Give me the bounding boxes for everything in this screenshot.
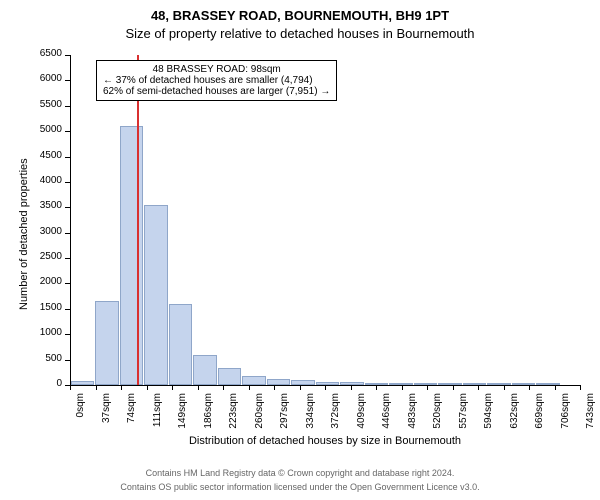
chart-title-line1: 48, BRASSEY ROAD, BOURNEMOUTH, BH9 1PT <box>0 8 600 23</box>
xtick-label: 632sqm <box>509 393 520 443</box>
annotation-line1: 48 BRASSEY ROAD: 98sqm <box>103 64 330 75</box>
histogram-bar <box>95 301 118 385</box>
annotation-line2: ← 37% of detached houses are smaller (4,… <box>103 75 330 86</box>
ytick-label: 3000 <box>0 226 62 237</box>
xtick-mark <box>555 385 556 390</box>
ytick-label: 4500 <box>0 150 62 161</box>
histogram-bar <box>536 383 559 385</box>
xtick-label: 74sqm <box>126 393 137 443</box>
xtick-mark <box>300 385 301 390</box>
annotation-line3: 62% of semi-detached houses are larger (… <box>103 86 330 97</box>
ytick-mark <box>65 157 70 158</box>
x-axis-label: Distribution of detached houses by size … <box>70 435 580 447</box>
xtick-label: 706sqm <box>560 393 571 443</box>
ytick-label: 5000 <box>0 124 62 135</box>
ytick-label: 1000 <box>0 327 62 338</box>
ytick-label: 2000 <box>0 276 62 287</box>
xtick-mark <box>478 385 479 390</box>
ytick-mark <box>65 233 70 234</box>
histogram-bar <box>463 383 486 385</box>
xtick-mark <box>580 385 581 390</box>
ytick-label: 2500 <box>0 251 62 262</box>
histogram-bar <box>487 383 510 385</box>
xtick-mark <box>223 385 224 390</box>
histogram-bar <box>242 376 265 385</box>
xtick-label: 111sqm <box>152 393 163 443</box>
xtick-mark <box>427 385 428 390</box>
xtick-label: 260sqm <box>254 393 265 443</box>
ytick-mark <box>65 55 70 56</box>
plot-area <box>70 55 581 386</box>
annotation-box: 48 BRASSEY ROAD: 98sqm ← 37% of detached… <box>96 60 337 101</box>
ytick-mark <box>65 360 70 361</box>
xtick-label: 149sqm <box>177 393 188 443</box>
xtick-label: 37sqm <box>101 393 112 443</box>
xtick-label: 520sqm <box>432 393 443 443</box>
ytick-label: 0 <box>0 378 62 389</box>
ytick-mark <box>65 309 70 310</box>
histogram-bar <box>144 205 167 385</box>
xtick-label: 372sqm <box>330 393 341 443</box>
xtick-label: 594sqm <box>483 393 494 443</box>
xtick-label: 0sqm <box>75 393 86 443</box>
ytick-label: 6000 <box>0 73 62 84</box>
xtick-mark <box>529 385 530 390</box>
ytick-mark <box>65 182 70 183</box>
histogram-bar <box>291 380 314 385</box>
xtick-mark <box>172 385 173 390</box>
ytick-mark <box>65 207 70 208</box>
histogram-bar <box>316 382 339 385</box>
ytick-label: 1500 <box>0 302 62 313</box>
xtick-label: 223sqm <box>228 393 239 443</box>
xtick-label: 446sqm <box>381 393 392 443</box>
xtick-mark <box>402 385 403 390</box>
footer-line1: Contains HM Land Registry data © Crown c… <box>0 468 600 478</box>
xtick-label: 743sqm <box>585 393 596 443</box>
xtick-mark <box>351 385 352 390</box>
histogram-bar <box>340 382 363 385</box>
xtick-label: 483sqm <box>407 393 418 443</box>
histogram-bar <box>169 304 192 385</box>
ytick-mark <box>65 334 70 335</box>
ytick-label: 4000 <box>0 175 62 186</box>
xtick-mark <box>147 385 148 390</box>
histogram-bar <box>218 368 241 385</box>
histogram-bar <box>438 383 461 385</box>
xtick-mark <box>96 385 97 390</box>
xtick-mark <box>504 385 505 390</box>
ytick-mark <box>65 106 70 107</box>
xtick-label: 297sqm <box>279 393 290 443</box>
xtick-mark <box>70 385 71 390</box>
ytick-mark <box>65 131 70 132</box>
ytick-mark <box>65 258 70 259</box>
ytick-mark <box>65 80 70 81</box>
histogram-bar <box>71 381 94 385</box>
histogram-bar <box>414 383 437 385</box>
xtick-mark <box>325 385 326 390</box>
xtick-mark <box>121 385 122 390</box>
ytick-label: 500 <box>0 353 62 364</box>
xtick-label: 557sqm <box>458 393 469 443</box>
ytick-mark <box>65 283 70 284</box>
xtick-label: 334sqm <box>305 393 316 443</box>
chart-title-line2: Size of property relative to detached ho… <box>0 26 600 41</box>
chart-container: { "title": { "line1": "48, BRASSEY ROAD,… <box>0 0 600 500</box>
ytick-label: 5500 <box>0 99 62 110</box>
xtick-mark <box>376 385 377 390</box>
xtick-label: 186sqm <box>203 393 214 443</box>
property-marker-line <box>137 55 139 385</box>
ytick-label: 6500 <box>0 48 62 59</box>
footer-line2: Contains OS public sector information li… <box>0 482 600 492</box>
histogram-bar <box>512 383 535 385</box>
xtick-mark <box>198 385 199 390</box>
xtick-label: 409sqm <box>356 393 367 443</box>
xtick-mark <box>274 385 275 390</box>
histogram-bar <box>193 355 216 385</box>
ytick-label: 3500 <box>0 200 62 211</box>
xtick-mark <box>453 385 454 390</box>
xtick-mark <box>249 385 250 390</box>
xtick-label: 669sqm <box>534 393 545 443</box>
histogram-bar <box>267 379 290 385</box>
histogram-bar <box>120 126 143 385</box>
